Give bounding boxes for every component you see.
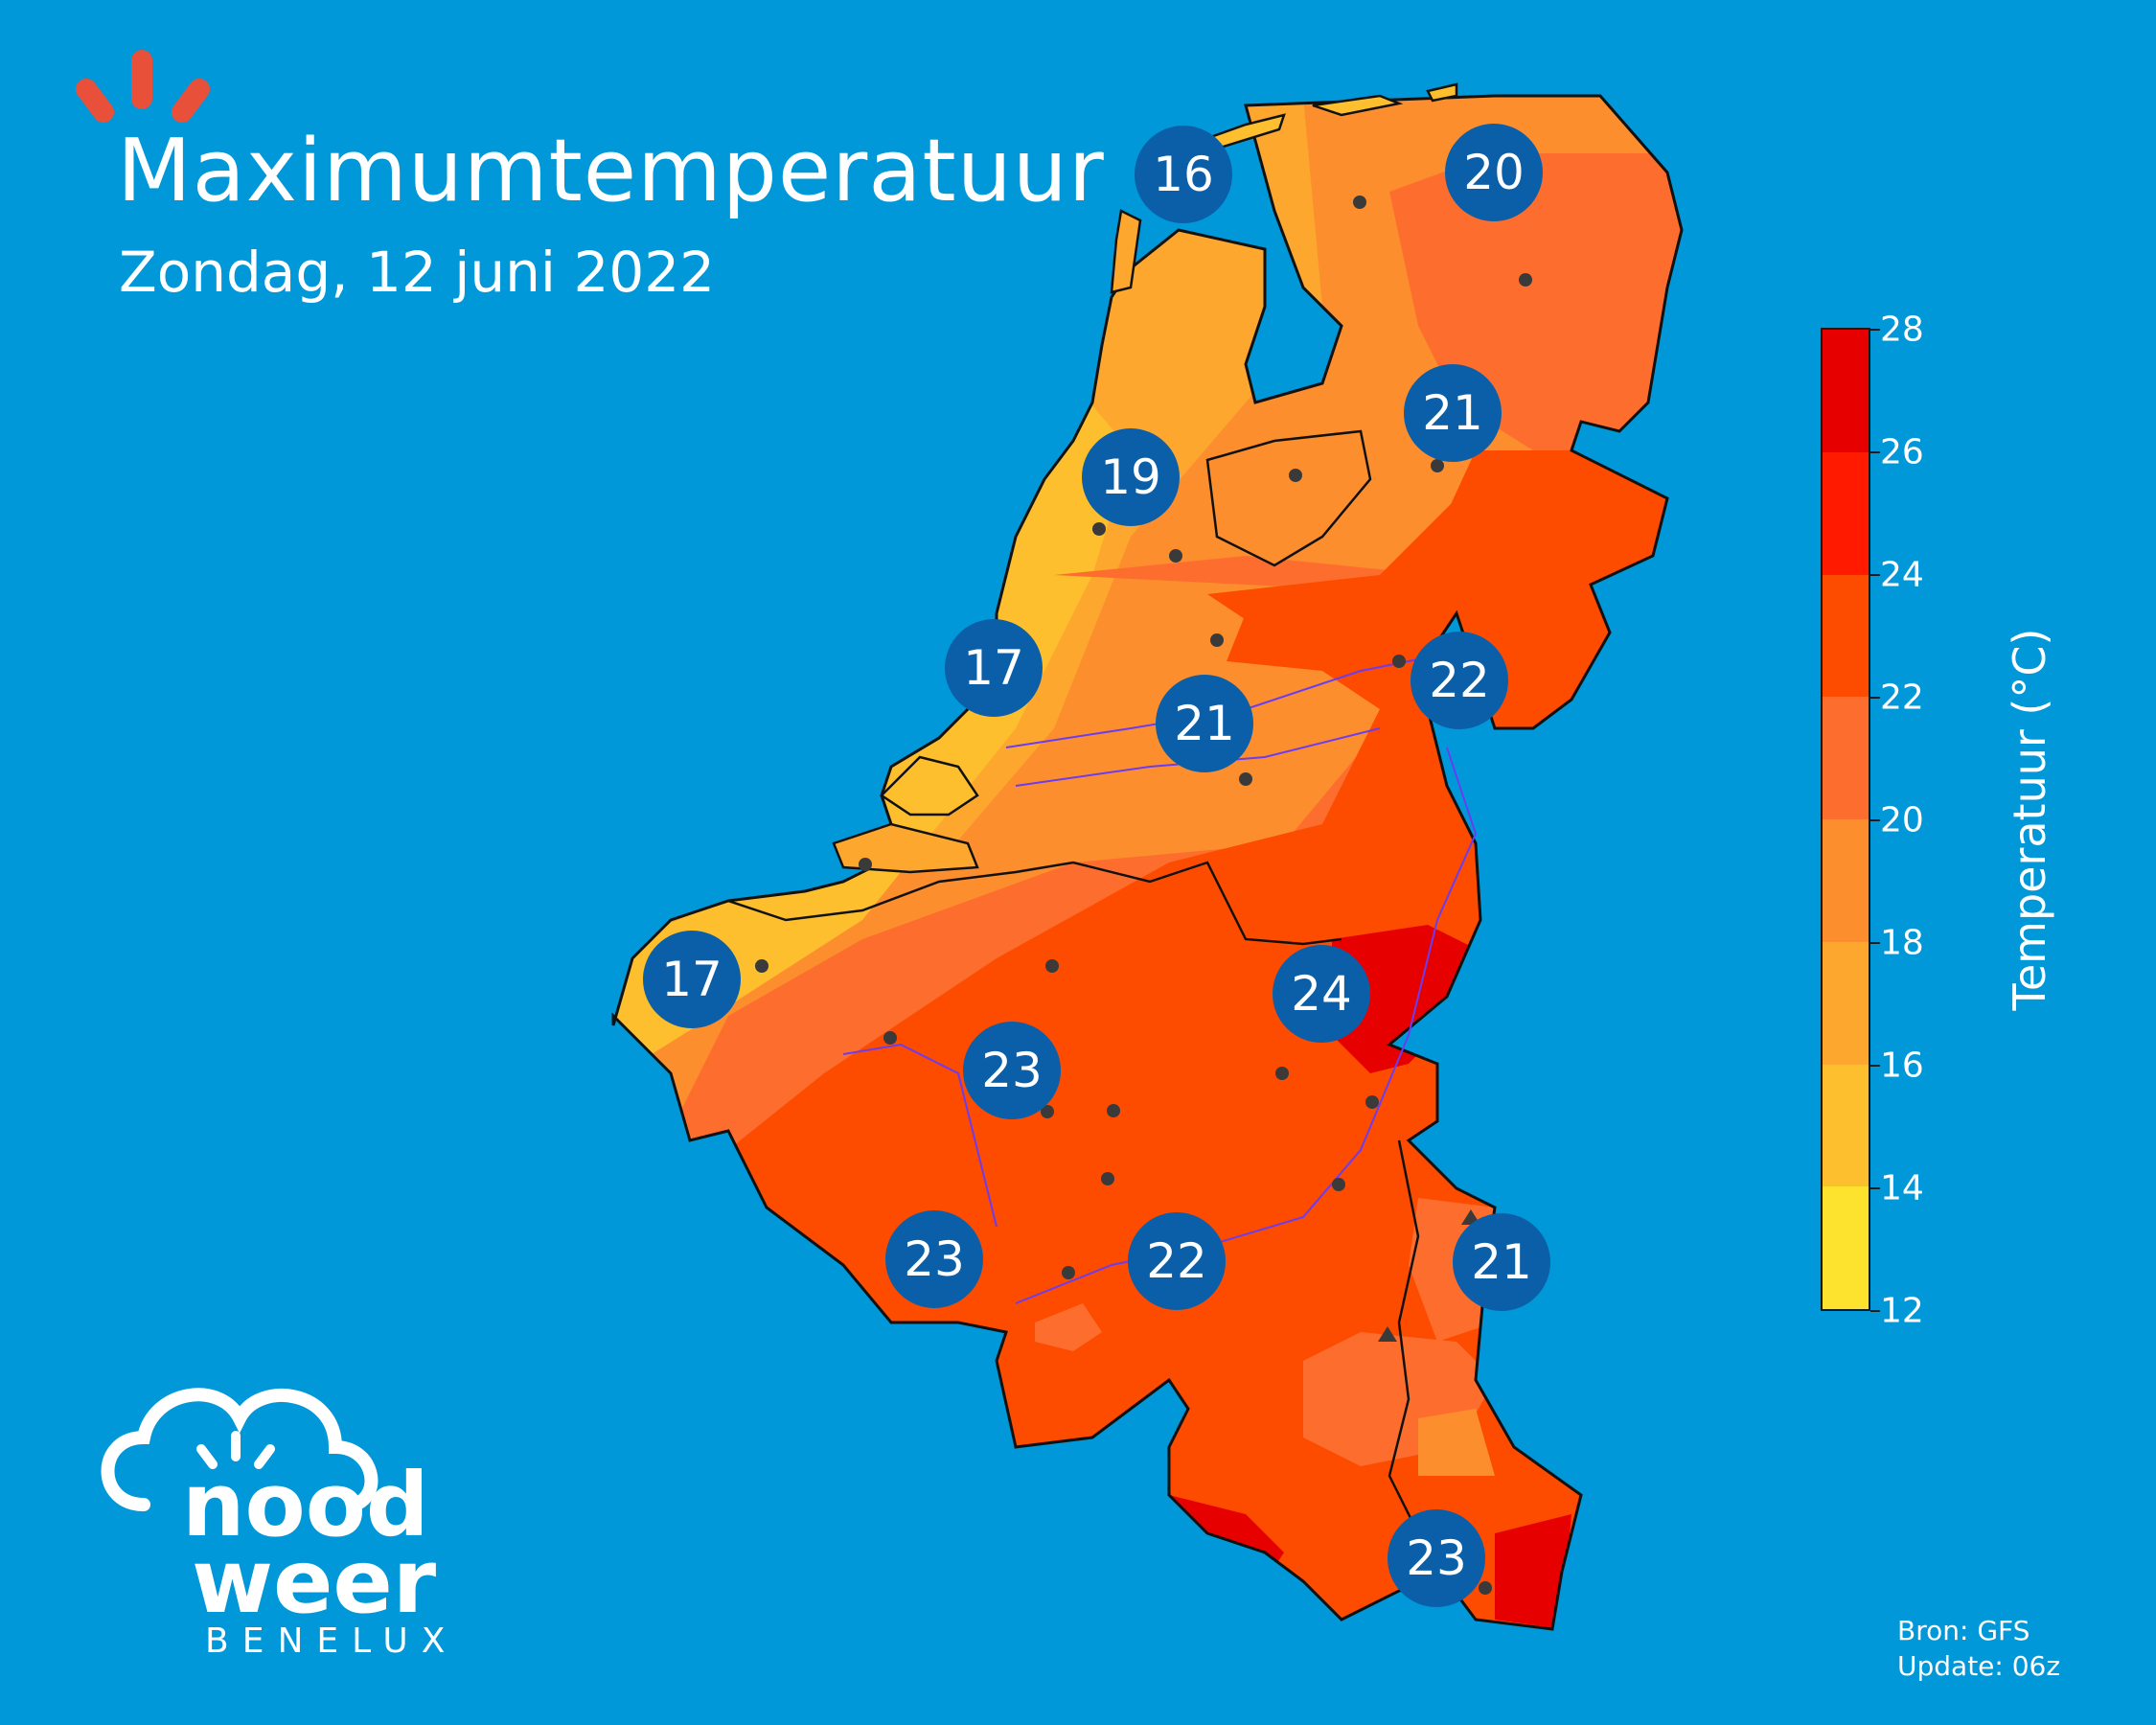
station-bubble-groningen: 20 — [1445, 124, 1543, 221]
source-label: Bron: GFS — [1897, 1615, 2030, 1646]
station-bubble-zuid-holland: 17 — [945, 619, 1043, 717]
colorbar-band — [1823, 941, 1869, 1065]
colorbar-tick-label: 28 — [1880, 310, 1924, 350]
colorbar-tick-label: 26 — [1880, 432, 1924, 472]
colorbar-tick-label: 16 — [1880, 1046, 1924, 1086]
colorbar-tick-mark — [1870, 329, 1880, 331]
colorbar-band — [1823, 819, 1869, 942]
colorbar-tick-mark — [1870, 1187, 1880, 1189]
station-bubble-luxemburg: 23 — [1388, 1509, 1485, 1607]
station-bubble-limburg: 24 — [1273, 945, 1370, 1043]
logo-text-nood: nood — [182, 1454, 429, 1556]
noodweer-logo: nood weer — [101, 1388, 437, 1633]
page-title: Maximumtemperatuur — [117, 121, 1105, 221]
page-subtitle: Zondag, 12 juni 2022 — [119, 240, 716, 305]
colorbar-band — [1823, 1064, 1869, 1187]
colorbar-tick-mark — [1870, 819, 1880, 821]
colorbar-tick-mark — [1870, 574, 1880, 576]
station-bubble-brussel: 23 — [963, 1022, 1061, 1119]
station-bubble-gelderland: 22 — [1411, 632, 1508, 729]
station-bubble-utrecht: 21 — [1156, 675, 1253, 772]
station-bubble-vlaanderen-kust: 17 — [643, 931, 741, 1028]
station-bubble-henegouwen: 23 — [885, 1210, 983, 1308]
colorbar-label: Temperatuur (°C) — [2004, 628, 2055, 1011]
logo-text-weer: weer — [192, 1530, 437, 1633]
station-bubble-texel: 16 — [1135, 126, 1232, 223]
colorbar-band — [1823, 330, 1869, 452]
colorbar-tick-label: 14 — [1880, 1168, 1924, 1208]
temperature-colorbar — [1821, 328, 1870, 1311]
colorbar-tick-label: 12 — [1880, 1291, 1924, 1331]
station-bubble-namen: 22 — [1128, 1212, 1226, 1310]
sun-rays-icon — [76, 50, 210, 123]
colorbar-tick-label: 24 — [1880, 555, 1924, 595]
station-bubble-oost-belgie: 21 — [1453, 1213, 1550, 1311]
colorbar-band — [1823, 574, 1869, 698]
station-bubble-noord-holland: 19 — [1082, 428, 1180, 526]
colorbar-tick-mark — [1870, 942, 1880, 944]
colorbar-band — [1823, 697, 1869, 819]
colorbar-tick-label: 18 — [1880, 923, 1924, 963]
colorbar-tick-mark — [1870, 1065, 1880, 1067]
update-label: Update: 06z — [1897, 1650, 2061, 1682]
logo-subtitle: BENELUX — [205, 1622, 459, 1661]
colorbar-tick-mark — [1870, 1310, 1880, 1312]
colorbar-tick-label: 20 — [1880, 800, 1924, 840]
station-bubble-drenthe: 21 — [1404, 364, 1502, 462]
colorbar-tick-mark — [1870, 451, 1880, 453]
colorbar-tick-mark — [1870, 697, 1880, 699]
colorbar-tick-label: 22 — [1880, 678, 1924, 718]
colorbar-band — [1823, 451, 1869, 575]
colorbar-band — [1823, 1186, 1869, 1309]
